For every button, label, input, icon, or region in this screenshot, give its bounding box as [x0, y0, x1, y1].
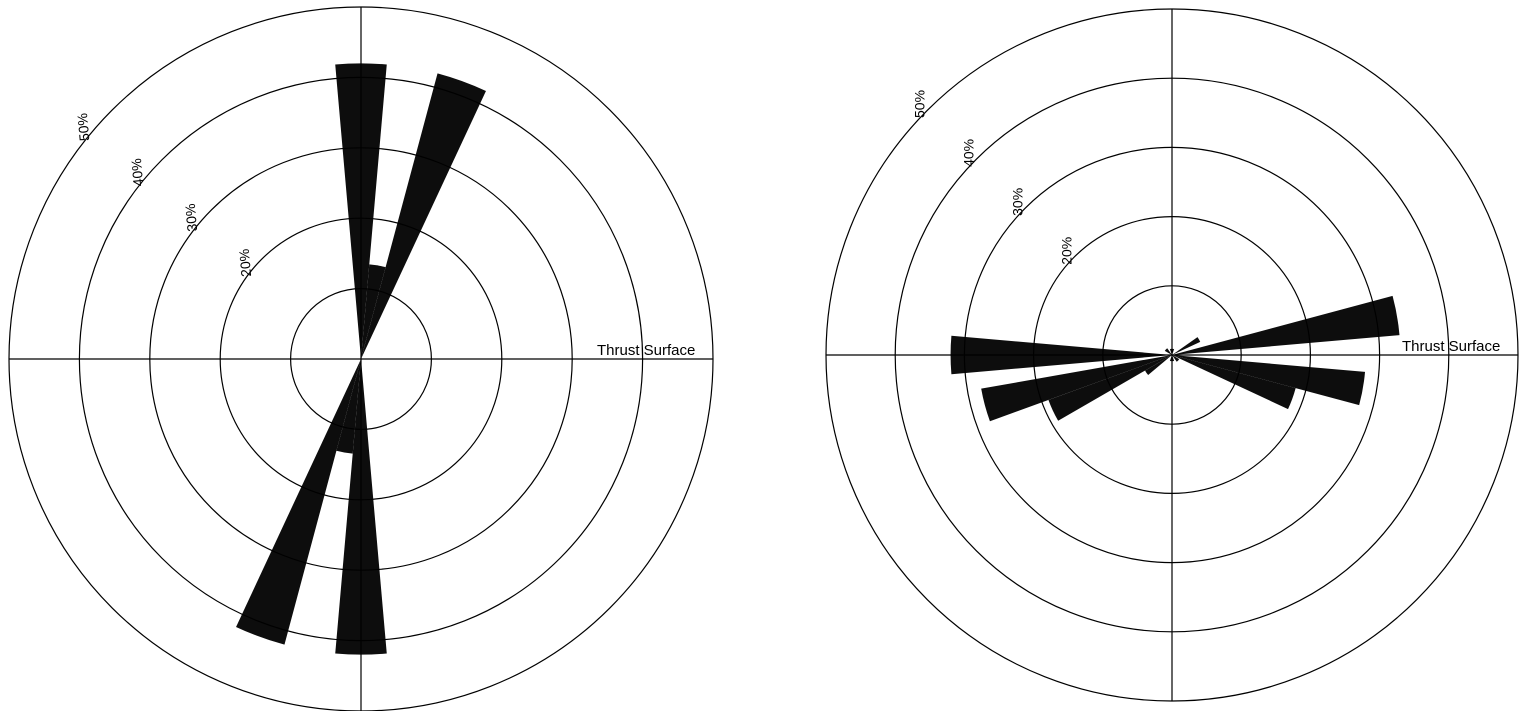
rose-petal [1172, 295, 1400, 355]
rose-petal [1172, 355, 1180, 362]
rose-petal [1172, 355, 1296, 410]
rose-petal [336, 359, 361, 454]
ring-label: 40% [128, 158, 146, 187]
ring-label: 30% [1010, 188, 1026, 216]
rose-petal [981, 355, 1172, 422]
petals [950, 295, 1400, 422]
ring-label: 20% [1058, 237, 1074, 265]
rose-diagram-right: 20% 30% 40% 50% Thrust Surface [825, 8, 1519, 702]
rose-petal [1172, 337, 1201, 355]
rose-petal [1145, 355, 1172, 376]
axis-label-thrust-surface: Thrust Surface [1402, 338, 1500, 355]
rose-petal [361, 73, 486, 359]
ring-label: 50% [912, 90, 928, 118]
rose-petal [1048, 355, 1172, 421]
rose-petal [1172, 355, 1366, 406]
ring-label: 20% [236, 248, 254, 277]
rose-diagram-left: 20% 30% 40% 50% Thrust Surface [8, 6, 714, 711]
axis-label-thrust-surface: Thrust Surface [597, 342, 695, 359]
ring-label: 30% [182, 203, 200, 232]
rose-petal [236, 359, 361, 645]
rose-petal [1164, 348, 1172, 355]
rose-petal [361, 264, 386, 359]
ring-label: 40% [961, 139, 977, 167]
ring-label: 50% [74, 112, 92, 141]
